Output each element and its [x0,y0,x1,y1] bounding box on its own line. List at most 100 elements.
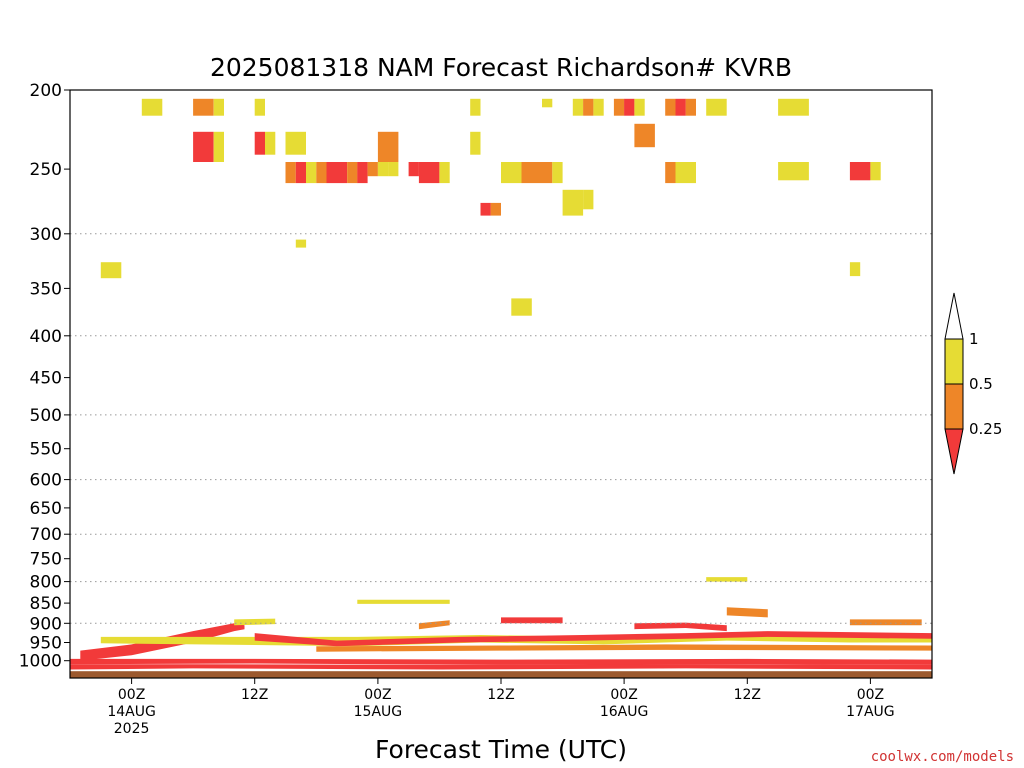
ri-cell [583,189,594,210]
x-tick-label: 15AUG [354,704,403,720]
ri-cell [634,98,645,116]
y-tick-label: 800 [30,573,62,593]
chart-title: 2025081318 NAM Forecast Richardson# KVRB [210,53,792,82]
ri-cell [367,162,378,177]
ri-cell [439,162,450,184]
color-bar: 1 0.5 0.25 [944,292,1002,475]
ri-cell [675,162,696,184]
x-tick-label: 12Z [241,687,268,703]
ri-cell [613,98,625,116]
colorbar-orange [944,383,964,430]
ri-cell [418,162,440,184]
ri-cell [685,98,696,116]
colorbar-yellow [944,338,964,385]
ri-cell [470,131,481,155]
ri-cell [634,123,655,148]
ri-cell [665,98,676,116]
colorbar-label: 0.5 [969,375,993,393]
ri-cell [193,131,214,162]
ri-cell [870,162,881,181]
ri-cell [675,98,686,116]
credit-text: coolwx.com/models [871,749,1014,765]
colorbar-top-arrow [944,292,964,340]
x-tick-label: 17AUG [846,704,895,720]
y-tick-label: 600 [30,471,62,491]
ri-cell [542,98,553,108]
y-tick-label: 650 [30,499,62,519]
ri-band [357,599,450,604]
ri-cell [470,98,481,116]
ri-band [70,658,932,665]
ri-cell [849,162,871,181]
ri-cell [572,98,584,116]
y-tick-label: 700 [30,525,62,545]
ri-cell [326,162,347,184]
ri-cell [254,131,265,155]
ground-strip [70,671,932,678]
y-tick-label: 1000 [19,652,62,672]
ri-cell [295,162,307,184]
colorbar-label: 1 [969,330,979,348]
ri-cell [778,162,809,181]
y-tick-label: 500 [30,406,62,426]
y-tick-label: 350 [30,279,62,299]
grid-lines [70,233,932,624]
ri-cell [213,98,224,116]
ri-cell [193,98,214,116]
x-tick-label: 00Z [118,687,145,703]
ri-cell [306,162,317,184]
ri-cell [521,162,553,184]
ri-cell [552,162,563,184]
ri-cell [624,98,635,116]
data-cells [70,98,933,670]
ri-band [316,644,932,652]
y-tick-label: 950 [30,634,62,654]
y-tick-label: 450 [30,369,62,389]
y-tick-label: 400 [30,327,62,347]
y-tick-label: 900 [30,614,62,634]
ri-cell [665,162,676,184]
x-tick-label: 2025 [114,721,150,737]
ri-cell [285,162,296,184]
ri-cell [316,162,327,184]
ri-cell [265,131,276,155]
ri-cell [408,162,419,177]
x-tick-label: 12Z [487,687,514,703]
ri-band [849,619,922,626]
ri-cell [490,202,501,216]
y-tick-label: 750 [30,550,62,570]
ri-cell [583,98,594,116]
ri-cell [778,98,809,116]
ri-band [501,617,563,624]
ri-band [254,631,932,647]
x-tick-label: 12Z [734,687,761,703]
y-tick-label: 850 [30,594,62,614]
ri-cell [501,162,522,184]
y-tick-label: 250 [30,160,62,180]
ri-band [418,620,450,630]
y-tick-label: 550 [30,440,62,460]
ground-fill [70,671,932,678]
y-tick-label: 300 [30,225,62,245]
x-tick-label: 14AUG [107,704,156,720]
ri-cell [706,98,727,116]
x-axis-title: Forecast Time (UTC) [375,735,627,764]
ri-band [234,618,276,626]
ri-cell [295,239,307,248]
colorbar-bottom-arrow [944,428,964,475]
ri-cell [357,162,368,184]
ri-cell [562,189,584,216]
ri-cell [347,162,358,184]
ri-band [70,664,932,670]
ri-cell [141,98,163,116]
x-tick-label: 00Z [857,687,884,703]
ri-cell [285,131,306,155]
ri-band [634,622,727,632]
x-tick-label: 00Z [364,687,391,703]
ri-cell [849,262,861,277]
ri-cell [377,131,399,162]
ri-cell [388,162,399,177]
y-tick-label: 200 [30,81,62,101]
